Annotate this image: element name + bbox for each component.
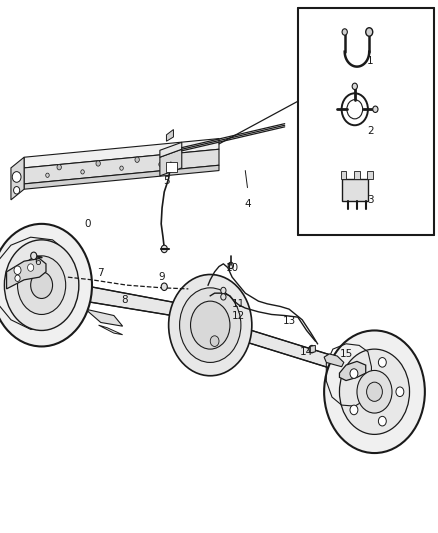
Polygon shape [199, 293, 237, 352]
Circle shape [46, 173, 49, 177]
Circle shape [228, 262, 233, 269]
Circle shape [366, 28, 373, 36]
Circle shape [159, 162, 162, 166]
Text: 1: 1 [367, 56, 374, 66]
Circle shape [221, 294, 226, 300]
Polygon shape [324, 354, 344, 367]
Circle shape [357, 370, 392, 413]
Polygon shape [24, 165, 219, 189]
Circle shape [339, 349, 410, 434]
Circle shape [221, 287, 226, 294]
Circle shape [373, 106, 378, 112]
Polygon shape [7, 259, 46, 289]
Circle shape [31, 272, 53, 298]
Circle shape [28, 264, 34, 271]
Circle shape [57, 165, 61, 170]
Bar [342, 179, 368, 201]
Circle shape [14, 187, 20, 194]
Circle shape [309, 345, 315, 353]
Circle shape [342, 29, 347, 35]
Text: 15: 15 [339, 350, 353, 359]
Polygon shape [367, 171, 373, 179]
Circle shape [0, 224, 92, 346]
Circle shape [12, 172, 21, 182]
Circle shape [191, 301, 230, 349]
Text: 13: 13 [283, 316, 296, 326]
Text: 7: 7 [97, 268, 104, 278]
Circle shape [180, 288, 241, 362]
Circle shape [135, 157, 139, 163]
Polygon shape [354, 171, 360, 179]
Circle shape [161, 283, 167, 290]
Polygon shape [310, 345, 315, 353]
Polygon shape [24, 139, 219, 168]
Circle shape [169, 274, 252, 376]
Circle shape [161, 245, 167, 253]
Circle shape [210, 336, 219, 346]
Polygon shape [11, 157, 24, 200]
Polygon shape [24, 149, 219, 184]
Circle shape [324, 330, 425, 453]
Polygon shape [68, 282, 182, 317]
Polygon shape [243, 328, 346, 373]
Text: 6: 6 [34, 257, 41, 267]
Circle shape [81, 169, 84, 174]
Circle shape [352, 83, 357, 90]
Bar [166, 162, 177, 172]
Text: 4: 4 [244, 199, 251, 208]
Circle shape [31, 252, 37, 260]
Polygon shape [341, 171, 346, 179]
Circle shape [18, 256, 66, 314]
Text: 0: 0 [85, 219, 91, 229]
Polygon shape [339, 361, 366, 381]
Polygon shape [166, 130, 173, 141]
Polygon shape [160, 142, 182, 157]
Text: 5: 5 [163, 176, 170, 186]
Circle shape [378, 416, 386, 426]
Text: 11: 11 [232, 299, 245, 309]
Text: 12: 12 [232, 311, 245, 320]
Circle shape [378, 358, 386, 367]
Circle shape [14, 266, 21, 274]
Polygon shape [99, 325, 123, 335]
Text: 10: 10 [226, 263, 239, 272]
Text: 2: 2 [367, 126, 374, 135]
Text: 3: 3 [367, 195, 374, 205]
Polygon shape [160, 149, 182, 176]
Text: 9: 9 [159, 272, 166, 282]
Text: 14: 14 [300, 347, 313, 357]
Circle shape [15, 275, 20, 281]
Circle shape [174, 154, 178, 159]
Circle shape [350, 405, 358, 415]
Circle shape [120, 166, 124, 171]
Circle shape [350, 369, 358, 378]
Circle shape [367, 382, 382, 401]
Circle shape [96, 161, 100, 166]
Circle shape [4, 240, 79, 330]
Text: 8: 8 [121, 295, 128, 304]
Polygon shape [85, 309, 123, 326]
Circle shape [396, 387, 404, 397]
